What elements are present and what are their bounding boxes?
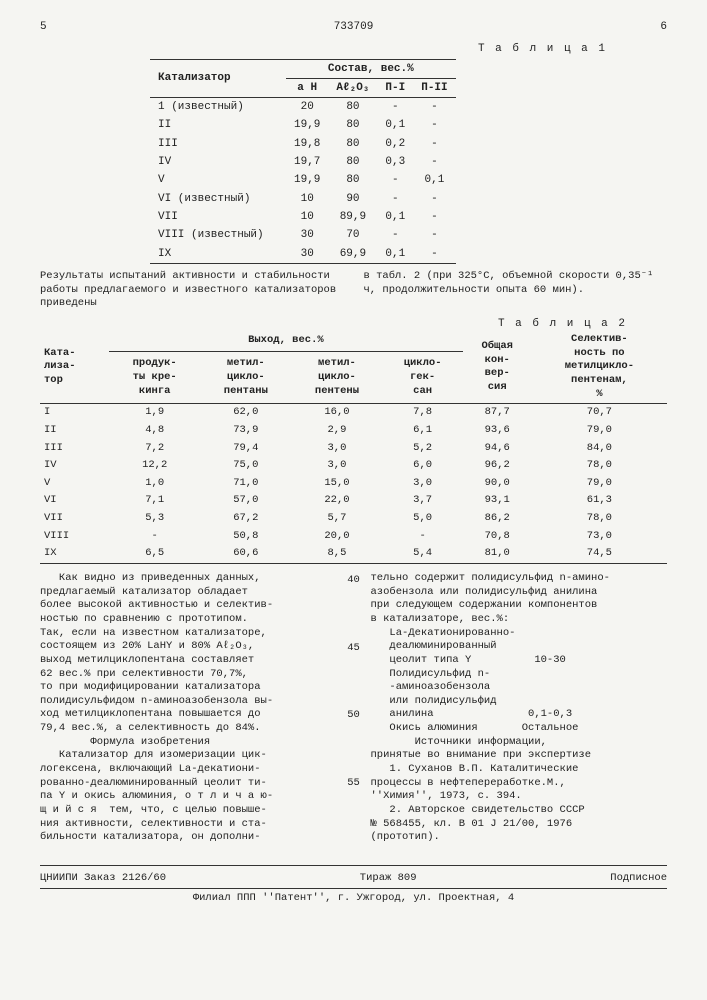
t1-col-catalyst: Катализатор	[150, 59, 286, 98]
table-row: II4,873,92,96,193,679,0	[40, 422, 667, 440]
table-row: IV19,7800,3-	[150, 153, 456, 171]
table-row: I1,962,016,07,887,770,7	[40, 404, 667, 422]
table-row: IX6,560,68,55,481,074,5	[40, 545, 667, 563]
table-row: III7,279,43,05,294,684,0	[40, 440, 667, 458]
mid-right: в табл. 2 (при 325°С, объемной скорости …	[364, 270, 668, 311]
footer: ЦНИИПИ Заказ 2126/60 Тираж 809 Подписное…	[40, 865, 667, 905]
table-row: 1 (известный)2080--	[150, 98, 456, 117]
table-row: VIII-50,820,0-70,873,0	[40, 528, 667, 546]
body-right: тельно содержит полидисульфид n-амино- а…	[371, 572, 668, 845]
table-row: VI7,157,022,03,793,161,3	[40, 492, 667, 510]
footer-addr: Филиал ППП ''Патент'', г. Ужгород, ул. П…	[40, 889, 667, 906]
table-row: VIII (известный)3070--	[150, 226, 456, 244]
t2-sub: метил- цикло- пентаны	[200, 352, 291, 404]
t1-col: П-I	[377, 78, 413, 97]
footer-tirazh: Тираж 809	[360, 872, 417, 886]
t2-sub: продук- ты кре- кинга	[109, 352, 200, 404]
table-row: IV12,275,03,06,096,278,0	[40, 457, 667, 475]
t2-h-cat: Ката- лиза- тор	[40, 331, 109, 404]
t1-col: Aℓ₂O₃	[328, 78, 377, 97]
t2-sub: метил- цикло- пентены	[291, 352, 382, 404]
table-row: III19,8800,2-	[150, 135, 456, 153]
page-header: 5 733709 6	[40, 20, 667, 34]
table-row: II19,9800,1-	[150, 116, 456, 134]
t1-col-group: Состав, вес.%	[286, 59, 456, 78]
mid-text: Результаты испытаний активности и стабил…	[40, 270, 667, 311]
body-text: Как видно из приведенных данных, предлаг…	[40, 572, 667, 845]
page-left: 5	[40, 20, 47, 34]
t2-h-sel: Селектив- ность по метилцикло- пентенам,…	[532, 331, 667, 404]
table1: Катализатор Состав, вес.% а НAℓ₂O₃П-IП-I…	[150, 59, 456, 264]
mid-left: Результаты испытаний активности и стабил…	[40, 270, 344, 311]
footer-sign: Подписное	[610, 872, 667, 886]
line-numbers: 40 45 50 55	[345, 572, 363, 845]
footer-org: ЦНИИПИ Заказ 2126/60	[40, 872, 166, 886]
table1-title: Т а б л и ц а 1	[40, 42, 607, 56]
t2-h-conv: Общая кон- вер- сия	[463, 331, 532, 404]
t1-col: а Н	[286, 78, 328, 97]
table-row: V1,071,015,03,090,079,0	[40, 475, 667, 493]
t2-h-yield: Выход, вес.%	[109, 331, 463, 352]
table-row: VII1089,90,1-	[150, 208, 456, 226]
doc-number: 733709	[334, 20, 374, 34]
page-right: 6	[660, 20, 667, 34]
table-row: VI (известный)1090--	[150, 190, 456, 208]
t2-sub: цикло- гек- сан	[383, 352, 463, 404]
table-row: VII5,367,25,75,086,278,0	[40, 510, 667, 528]
table-row: V19,980-0,1	[150, 171, 456, 189]
table-row: IX3069,90,1-	[150, 245, 456, 264]
table2: Ката- лиза- тор Выход, вес.% Общая кон- …	[40, 331, 667, 564]
body-left: Как видно из приведенных данных, предлаг…	[40, 572, 337, 845]
table2-title: Т а б л и ц а 2	[40, 317, 627, 331]
t1-col: П-II	[413, 78, 455, 97]
